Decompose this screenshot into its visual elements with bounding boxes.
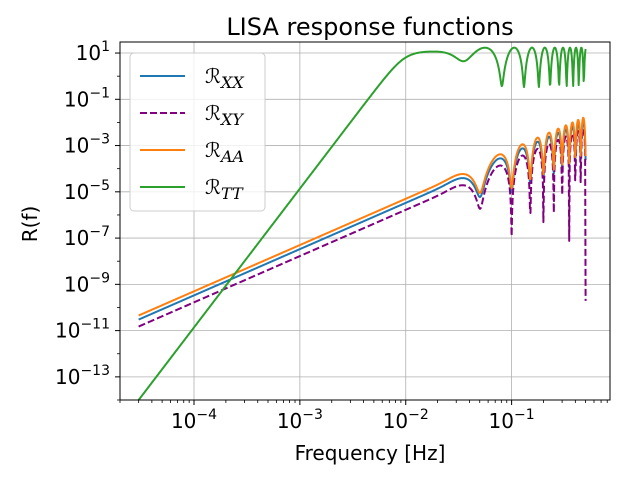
x-tick-labels: 10−4 10−3 10−2 10−1	[171, 407, 535, 433]
x-tick-label: 10−4	[171, 407, 217, 433]
ticks	[115, 52, 608, 405]
legend-label-r-aa: ℛAA	[205, 138, 244, 166]
series-line-r-tt	[137, 46, 587, 400]
series-line-r-xy	[138, 128, 587, 328]
legend-frame	[129, 52, 266, 212]
x-tick-label: 10−3	[277, 407, 323, 433]
y-tick-labels: 101 10−1 10−3 10−5 10−7 10−9 10−11 10−13	[55, 39, 110, 389]
chart-title: LISA response functions	[226, 13, 513, 41]
plot-frame	[119, 41, 611, 401]
y-tick-label: 10−5	[64, 178, 110, 204]
legend-label-r-xy: ℛXY	[205, 101, 244, 129]
y-tick-label: 10−11	[55, 317, 110, 343]
y-tick-label: 10−9	[64, 270, 110, 296]
y-tick-label: 101	[76, 39, 110, 65]
legend: ℛXX ℛXY ℛAA ℛTT	[129, 52, 266, 212]
series-line-r-xx	[138, 120, 587, 321]
legend-label-r-tt: ℛTT	[205, 175, 244, 203]
y-tick-label: 10−7	[64, 224, 110, 250]
series-layer	[137, 46, 587, 400]
y-tick-label: 10−13	[55, 363, 110, 389]
x-tick-label: 10−2	[383, 407, 429, 433]
y-axis-label: R(f)	[18, 206, 42, 243]
series-line-r-aa	[138, 116, 587, 317]
y-tick-label: 10−1	[64, 85, 110, 111]
y-tick-label: 10−3	[64, 132, 110, 158]
x-tick-label: 10−1	[489, 407, 535, 433]
x-axis-label: Frequency [Hz]	[295, 441, 446, 465]
legend-label-r-xx: ℛXX	[205, 64, 244, 92]
